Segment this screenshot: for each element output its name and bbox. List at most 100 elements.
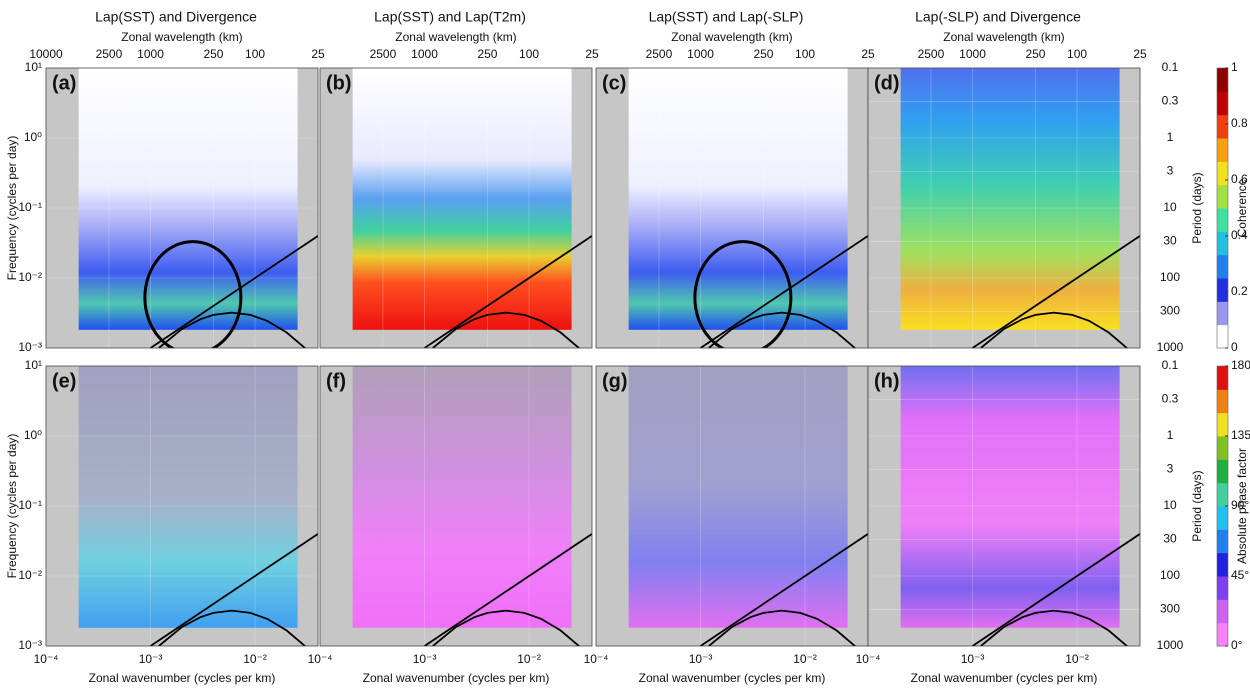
plot-content: [46, 366, 318, 646]
heatmap-field: [628, 68, 848, 330]
curve: [700, 235, 868, 348]
x2-tick-label: 100: [245, 47, 265, 61]
y-tick-label: 10⁻³: [18, 638, 42, 652]
panel-label: (c): [602, 72, 626, 94]
x2-tick-label: 25: [311, 47, 325, 61]
plot-frame: [867, 365, 1141, 647]
curve: [980, 609, 1129, 646]
y2-tick-label: 300: [1160, 304, 1180, 318]
panel: (f) 10⁻⁴ 10⁻³ 10⁻² Zonal wavenumber (cycles …: [308, 365, 593, 685]
colorbar-tick-label: 180°: [1231, 358, 1250, 372]
curve: [158, 609, 307, 646]
y2-tick-label: 100: [1160, 270, 1180, 284]
panel-label: (e): [52, 370, 76, 392]
colorbar-band: [1217, 506, 1228, 530]
colorbar-tick-label: 0.8: [1231, 116, 1248, 130]
heatmap-field: [900, 68, 1120, 330]
x2-tick-label: 10000: [29, 47, 63, 61]
y2-tick-label: 10: [1163, 498, 1177, 512]
colorbar-frame: [1216, 67, 1229, 349]
plot-frame: [45, 67, 319, 349]
heatmap-field: [900, 366, 1120, 628]
panel-title: Lap(SST) and Divergence: [95, 9, 257, 25]
plot-content: [658, 68, 868, 348]
heatmap-field: [352, 68, 572, 330]
x-tick-label: 10⁻⁴: [584, 652, 609, 666]
curve: [708, 609, 857, 646]
colorbar-band: [1217, 412, 1228, 437]
curve: [158, 311, 307, 348]
x-axis-label: Zonal wavenumber (cycles per km): [639, 671, 826, 685]
colorbar-tick-label: 0°: [1231, 638, 1243, 652]
x2-tick-label: 100: [519, 47, 539, 61]
x2-tick-label: 100: [1067, 47, 1087, 61]
x-tick-label: 10⁻⁴: [34, 652, 59, 666]
x2-tick-label: 100: [795, 47, 815, 61]
panel-title: Lap(SST) and Lap(-SLP): [649, 9, 804, 25]
highlight-ellipse: [693, 240, 793, 348]
plot-frame: [867, 67, 1141, 349]
colorbar-tick-label: 0.6: [1231, 172, 1248, 186]
y-tick-label: 10⁻²: [18, 270, 42, 284]
colorbar-band: [1217, 599, 1228, 624]
colorbar-tick-label: 90°: [1231, 498, 1249, 512]
plot-content: [868, 68, 1140, 348]
panel-label: (h): [874, 370, 900, 392]
x2-tick-label: 1000: [687, 47, 714, 61]
colorbar-band: [1217, 161, 1228, 186]
heatmap-field: [628, 366, 848, 628]
x2-tick-label: 2500: [370, 47, 397, 61]
y2-axis-label: Period (days): [1190, 172, 1204, 243]
plot-content: [868, 366, 1140, 646]
colorbar-band: [1217, 459, 1228, 484]
colorbar-band: [1217, 114, 1228, 139]
panel: (d) Lap(-SLP) and Divergence Zonal wavelen…: [867, 9, 1204, 354]
panel-title: Lap(SST) and Lap(T2m): [374, 9, 526, 25]
colorbar-band: [1217, 184, 1228, 209]
colorbar-band: [1217, 254, 1228, 279]
curve: [424, 235, 592, 348]
heatmap-field: [78, 366, 298, 628]
x2-tick-label: 25: [1133, 47, 1147, 61]
x-axis-label: Zonal wavenumber (cycles per km): [363, 671, 550, 685]
curve: [432, 609, 581, 646]
y2-axis-label: Period (days): [1190, 470, 1204, 541]
plot-frame: [319, 365, 593, 647]
highlight-ellipse: [143, 240, 243, 348]
x2-axis-label: Zonal wavelength (km): [121, 30, 242, 44]
curve: [708, 311, 857, 348]
colorbar-band: [1217, 231, 1228, 256]
curve: [150, 235, 318, 348]
curve: [980, 311, 1129, 348]
y-tick-label: 10⁰: [24, 428, 42, 442]
colorbar-band: [1217, 436, 1228, 460]
x2-tick-label: 2500: [646, 47, 673, 61]
colorbar-band: [1217, 529, 1228, 554]
x2-tick-label: 250: [477, 47, 497, 61]
x-tick-label: 10⁻²: [243, 652, 267, 666]
x2-tick-label: 1000: [137, 47, 164, 61]
colorbar-band: [1217, 208, 1228, 232]
y-tick-label: 10⁻²: [18, 568, 42, 582]
plot-content: [320, 366, 592, 646]
x2-tick-label: 250: [1025, 47, 1045, 61]
x2-tick-label: 250: [203, 47, 223, 61]
x2-tick-label: 25: [861, 47, 875, 61]
panel-label: (f): [326, 370, 346, 392]
y2-tick-label: 3: [1167, 462, 1174, 476]
panel-title: Lap(-SLP) and Divergence: [915, 9, 1081, 25]
x2-tick-label: 2500: [96, 47, 123, 61]
x-tick-label: 10⁻³: [413, 652, 437, 666]
colorbar-band: [1217, 366, 1228, 390]
panel-label: (a): [52, 72, 76, 94]
panel: (h) 10⁻⁴ 10⁻³ 10⁻² Zonal wavenumber (cycles …: [856, 358, 1205, 685]
colorbar-band: [1217, 278, 1228, 302]
x-tick-label: 10⁻⁴: [308, 652, 333, 666]
panel: (g) 10⁻⁴ 10⁻³ 10⁻² Zonal wavenumber (cycles …: [584, 365, 869, 685]
colorbar-band: [1217, 68, 1228, 92]
y2-tick-label: 0.1: [1162, 358, 1179, 372]
y-axis-label: Frequency (cycles per day): [5, 434, 19, 579]
curve: [150, 533, 318, 646]
colorbar-band: [1217, 482, 1228, 507]
